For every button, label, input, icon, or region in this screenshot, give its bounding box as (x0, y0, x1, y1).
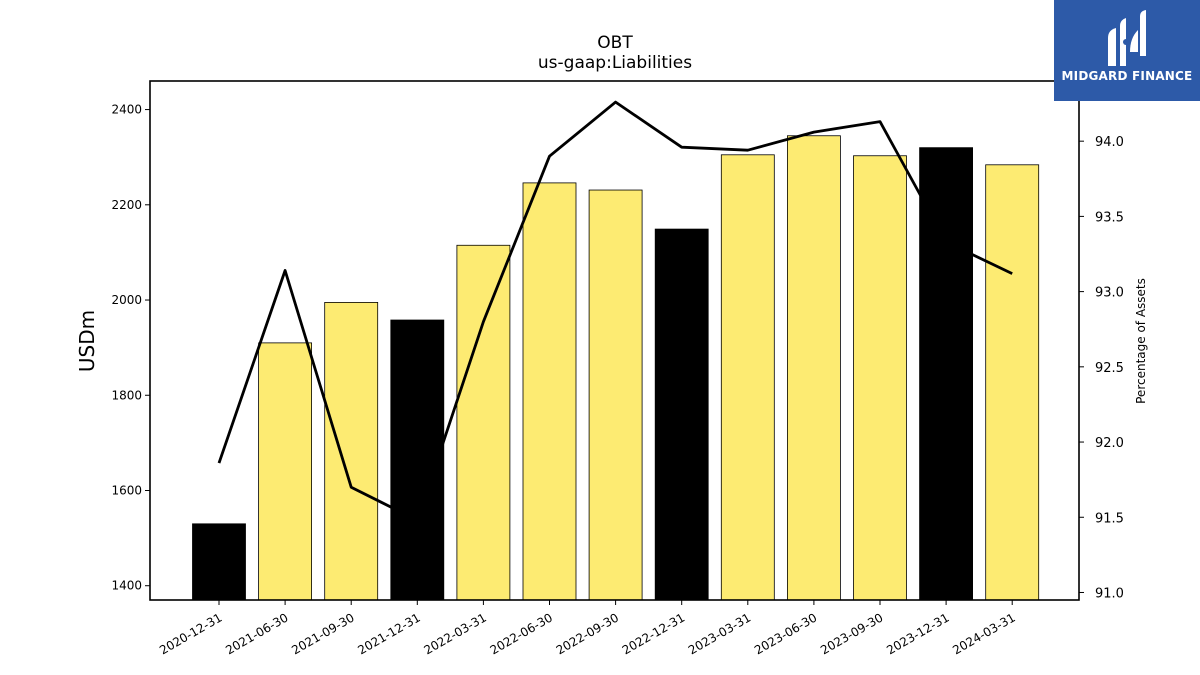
y-tick-label: 1600 (111, 483, 142, 497)
bar (192, 523, 246, 601)
x-tick-label: 2022-06-30 (488, 610, 555, 657)
y-tick-label: 2400 (111, 103, 142, 117)
y2-axis-label: Percentage of Assets (1134, 278, 1148, 404)
x-tick-label: 2021-09-30 (289, 610, 356, 657)
bar (853, 155, 907, 601)
y-tick-label: 1800 (111, 388, 142, 402)
series-line (217, 100, 1013, 522)
x-tick-label: 2023-03-31 (686, 610, 753, 657)
bar (720, 154, 775, 601)
bars-group (192, 135, 1040, 601)
logo-mark-icon (1108, 10, 1146, 66)
x-tick-label: 2021-12-31 (355, 610, 422, 657)
bar (919, 147, 973, 601)
x-tick-label: 2023-12-31 (884, 610, 951, 657)
x-tick-label: 2022-09-30 (554, 610, 621, 657)
y2-tick-label: 91.5 (1095, 511, 1124, 526)
y2-tick-label: 93.0 (1095, 286, 1124, 301)
bar (522, 182, 577, 601)
bar (787, 135, 841, 601)
y2-tick-label: 93.5 (1095, 210, 1124, 225)
x-tick-label: 2021-06-30 (223, 610, 290, 657)
x-tick-label: 2023-09-30 (818, 610, 885, 657)
bar (324, 302, 379, 601)
y-tick-label: 2200 (111, 198, 142, 212)
x-tick-label: 2024-03-31 (950, 610, 1017, 657)
y2-tick-label: 92.0 (1095, 436, 1124, 451)
bar (258, 342, 313, 601)
bar (456, 244, 511, 601)
midgard-finance-logo: MIDGARD FINANCE (1054, 0, 1200, 101)
y-tick-label: 2000 (111, 293, 142, 307)
logo-text: MIDGARD FINANCE (1061, 69, 1193, 83)
bar (390, 319, 445, 601)
y2-tick-label: 94.0 (1095, 135, 1124, 150)
plot-frame (149, 80, 1080, 601)
bar (985, 164, 1040, 601)
line-group (217, 100, 1013, 522)
x-tick-label: 2020-12-31 (157, 610, 224, 657)
chart-subtitle: us-gaap:Liabilities (538, 53, 692, 73)
y2-tick-label: 92.5 (1095, 361, 1124, 376)
y-tick-label: 1400 (111, 579, 142, 593)
bar (654, 228, 709, 601)
y2-tick-label: 91.0 (1095, 586, 1124, 601)
bar (588, 189, 643, 601)
y-axis-label: USDm (75, 310, 99, 372)
x-tick-label: 2022-12-31 (620, 610, 687, 657)
x-tick-label: 2022-03-31 (421, 610, 488, 657)
x-tick-label: 2023-06-30 (752, 610, 819, 657)
chart-title: OBT (597, 33, 633, 53)
